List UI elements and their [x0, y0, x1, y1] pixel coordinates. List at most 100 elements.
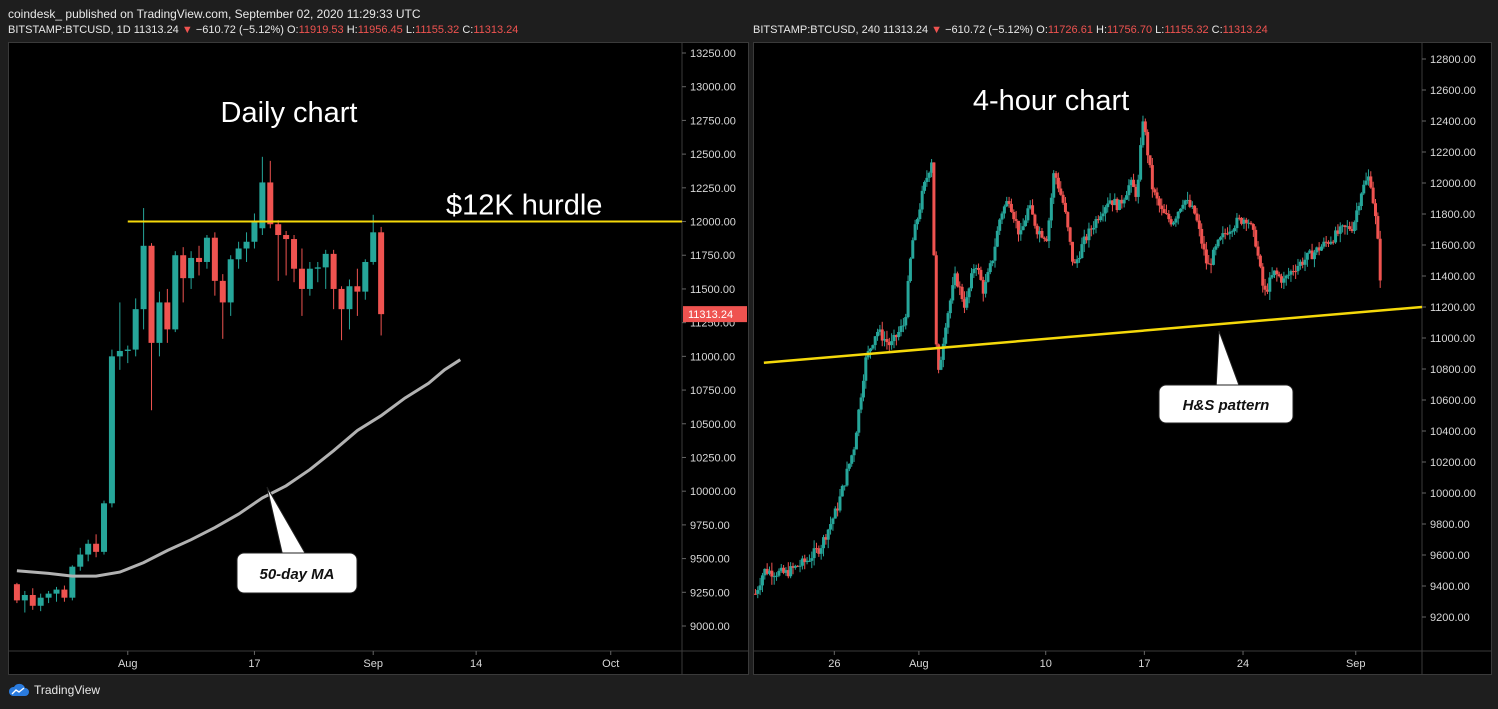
candle-body	[1357, 205, 1361, 211]
candle-body	[1190, 205, 1194, 207]
candle-body	[93, 543, 100, 552]
candle-body	[1366, 176, 1370, 181]
price-tick-label: 11400.00	[1430, 271, 1475, 283]
candle-body	[85, 543, 92, 555]
candle-body	[1155, 192, 1159, 199]
price-tick-label: 12200.00	[1430, 147, 1476, 159]
published-text: published on TradingView.com, September …	[65, 7, 421, 21]
candle-body	[1265, 289, 1269, 292]
candle-body	[283, 235, 290, 240]
neckline	[763, 305, 1423, 365]
time-tick-label: 24	[1237, 658, 1249, 670]
candle-body	[1141, 121, 1145, 146]
candle-body	[918, 209, 922, 220]
candle-body	[958, 286, 962, 288]
price-tick-label: 12000.00	[690, 217, 736, 229]
daily-open: 11919.53	[298, 24, 344, 36]
time-tick-label: Oct	[602, 658, 619, 670]
candle-body	[1132, 179, 1136, 187]
candle-body	[203, 237, 210, 262]
candle-body	[768, 570, 772, 574]
candle-body	[1331, 241, 1335, 243]
candle-body	[124, 349, 131, 351]
candle-body	[758, 585, 762, 591]
candle-body	[1284, 275, 1288, 279]
candle-body	[1301, 261, 1305, 265]
candle-body	[1263, 285, 1267, 290]
candle-body	[211, 237, 218, 281]
candle-body	[925, 177, 929, 183]
candle-body	[1294, 271, 1298, 273]
tradingview-brand[interactable]: TradingView	[8, 683, 100, 697]
price-tick-label: 9000.00	[690, 621, 730, 633]
candle-body	[1167, 213, 1171, 220]
candle-body	[1268, 277, 1272, 292]
candle-body	[314, 267, 321, 269]
daily-chart-panel[interactable]: 13250.00 13000.00 12750.00 12500.00 12250.00…	[8, 42, 749, 675]
candle-body	[838, 496, 842, 511]
candle-body	[1019, 230, 1023, 235]
candle-body	[1235, 217, 1239, 229]
candle-body	[1014, 219, 1018, 221]
price-tick-label: 10600.00	[1430, 395, 1476, 407]
candle-body	[1106, 203, 1110, 208]
candle-body	[1348, 226, 1352, 230]
daily-chart-svg[interactable]: 13250.00 13000.00 12750.00 12500.00 12250.00…	[9, 43, 748, 674]
candle-body	[1113, 198, 1117, 206]
candle-body	[306, 268, 313, 289]
candle-body	[140, 245, 147, 310]
four-hour-chart-svg[interactable]: 12800.00 12600.00 12400.00 12200.00 12000.00…	[754, 43, 1491, 674]
candle-body	[1026, 208, 1030, 221]
candle-body	[847, 463, 851, 469]
daily-interval: 1D	[116, 24, 131, 36]
candle-body	[887, 342, 891, 346]
price-tick-label: 10200.00	[1430, 457, 1476, 469]
candle-body	[1049, 197, 1053, 221]
candle-body	[873, 336, 877, 346]
candle-body	[885, 339, 889, 343]
candle-body	[955, 273, 959, 287]
candle-body	[923, 182, 927, 191]
candle-body	[322, 253, 329, 268]
price-tick-label: 12500.00	[690, 149, 736, 161]
candle-body	[1240, 218, 1244, 224]
candle-body	[890, 341, 894, 346]
candle-body	[196, 257, 203, 262]
candle-body	[1169, 219, 1173, 225]
candle-body	[833, 508, 837, 519]
candle-body	[275, 224, 282, 236]
candle-body	[894, 335, 898, 338]
price-tick-label: 9800.00	[1430, 519, 1470, 531]
candle-body	[843, 485, 847, 487]
candle-body	[981, 279, 985, 294]
four-hour-close: 11313.24	[1222, 24, 1268, 36]
candle-body	[132, 309, 139, 350]
callout-pointer	[1215, 330, 1241, 391]
candle-body	[859, 397, 863, 410]
candle-body	[934, 255, 938, 345]
daily-change: −610.72 (−5.12%)	[195, 24, 284, 36]
candle-body	[1282, 278, 1286, 283]
candle-body	[939, 359, 943, 370]
candle-body	[1066, 212, 1070, 228]
price-tick-label: 9250.00	[690, 587, 730, 599]
candle-body	[291, 239, 298, 269]
candle-body	[101, 503, 108, 552]
candle-body	[346, 286, 353, 310]
four-hour-chart-panel[interactable]: 12800.00 12600.00 12400.00 12200.00 12000.00…	[753, 42, 1492, 675]
candle-body	[1110, 200, 1114, 206]
candle-body	[789, 566, 793, 577]
candle-body	[1341, 225, 1345, 227]
candle-body	[1009, 203, 1013, 212]
candle-body	[330, 253, 337, 289]
candle-body	[984, 281, 988, 294]
publisher-name[interactable]: coindesk_	[8, 7, 63, 21]
candle-body	[930, 162, 934, 173]
candle-body	[1162, 209, 1166, 214]
price-tick-label: 12800.00	[1430, 54, 1476, 66]
candle-body	[1270, 275, 1274, 278]
candle-body	[1000, 213, 1004, 220]
candle-body	[1233, 228, 1237, 232]
candle-body	[1319, 246, 1323, 251]
candle-body	[1202, 243, 1206, 250]
